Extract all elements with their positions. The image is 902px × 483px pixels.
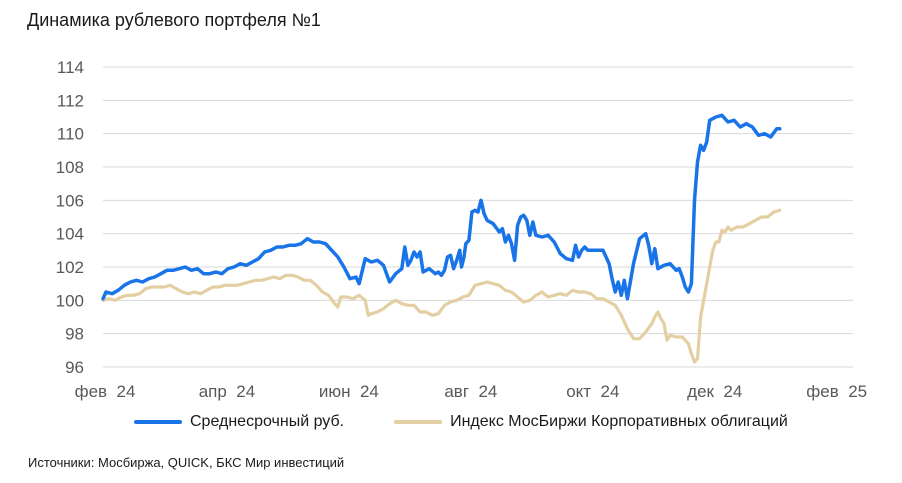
x-tick-label: фев 24	[75, 382, 136, 401]
x-tick-label: фев 25	[806, 382, 867, 401]
x-tick-label: авг 24	[444, 382, 497, 401]
y-tick-label: 98	[65, 325, 84, 344]
y-tick-label: 102	[56, 258, 84, 277]
legend-label-series-1: Среднесрочный руб.	[190, 413, 345, 430]
y-tick-label: 110	[57, 125, 84, 144]
series-lines	[101, 113, 782, 364]
x-tick-label: июн 24	[319, 382, 379, 401]
y-tick-label: 114	[57, 58, 84, 77]
legend-item-series-2: Индекс МосБиржи Корпоративных облигаций	[394, 413, 788, 431]
x-tick-label: окт 24	[566, 382, 619, 401]
y-tick-label: 112	[57, 91, 84, 110]
x-axis-ticks: фев 24 апр 24 июн 24 авг 24 окт 24 дек 24 фев …	[75, 382, 868, 401]
y-axis-ticks: 96 98 100 102 104 106 108 110 112 114	[56, 58, 84, 377]
series-line-2	[101, 208, 782, 364]
y-tick-label: 108	[56, 158, 84, 177]
grid-lines	[103, 66, 853, 368]
y-tick-label: 96	[65, 358, 84, 377]
y-tick-label: 104	[56, 225, 84, 244]
y-tick-label: 100	[56, 291, 84, 310]
chart-title: Динамика рублевого портфеля №1	[27, 10, 321, 30]
y-tick-label: 106	[56, 191, 84, 210]
line-chart: 96 98 100 102 104 106 108 110 112 114 фев 24 апр 2…	[56, 58, 868, 401]
source-note: Источники: Мосбиржа, QUICK, БКС Мир инве…	[28, 455, 345, 470]
x-tick-label: дек 24	[687, 382, 742, 401]
legend-swatch-series-1	[134, 420, 182, 424]
legend-item-series-1: Среднесрочный руб.	[134, 413, 344, 431]
x-tick-label: апр 24	[199, 382, 255, 401]
legend: Среднесрочный руб. Индекс МосБиржи Корпо…	[134, 413, 838, 431]
legend-label-series-2: Индекс МосБиржи Корпоративных облигаций	[450, 413, 788, 430]
legend-swatch-series-2	[394, 420, 443, 424]
series-line-1	[101, 113, 782, 301]
